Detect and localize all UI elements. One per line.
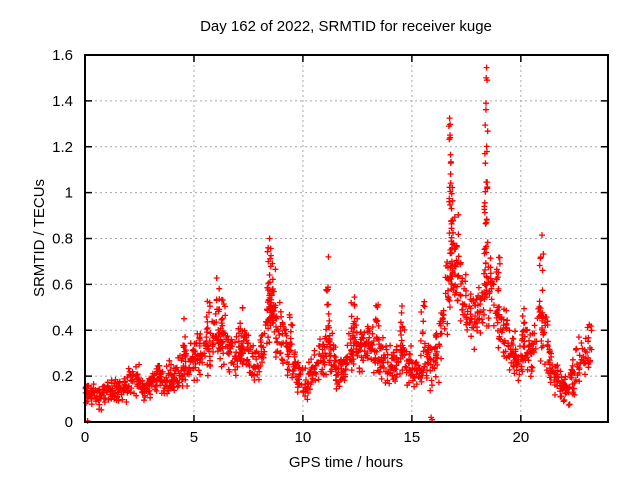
tick-labels: 0 5 10 15 20 0 0.2 0.4 0.6 0.8 1 1.2 1.4 1.6: [52, 47, 529, 446]
gridlines: [85, 55, 608, 422]
x-tick-label: 20: [512, 429, 529, 446]
y-tick-label: 1.2: [52, 139, 73, 156]
y-tick-label: 0.2: [52, 368, 73, 385]
y-tick-label: 1.4: [52, 93, 73, 110]
chart-title: Day 162 of 2022, SRMTID for receiver kug…: [200, 18, 492, 35]
y-tick-label: 0.8: [52, 231, 73, 248]
y-tick-label: 1.6: [52, 47, 73, 64]
y-axis-label: SRMTID / TECUs: [31, 179, 48, 297]
scatter-plus-markers: [82, 64, 595, 424]
x-axis-label: GPS time / hours: [289, 454, 403, 471]
y-tick-label: 0.6: [52, 276, 73, 293]
x-tick-label: 5: [190, 429, 198, 446]
y-tick-label: 0: [65, 414, 73, 431]
y-tick-label: 0.4: [52, 322, 73, 339]
x-tick-label: 0: [81, 429, 89, 446]
x-tick-label: 15: [404, 429, 421, 446]
x-tick-label: 10: [295, 429, 312, 446]
plot-border: [84, 54, 609, 423]
scatter-points: [82, 64, 595, 424]
y-tick-label: 1: [65, 185, 73, 202]
